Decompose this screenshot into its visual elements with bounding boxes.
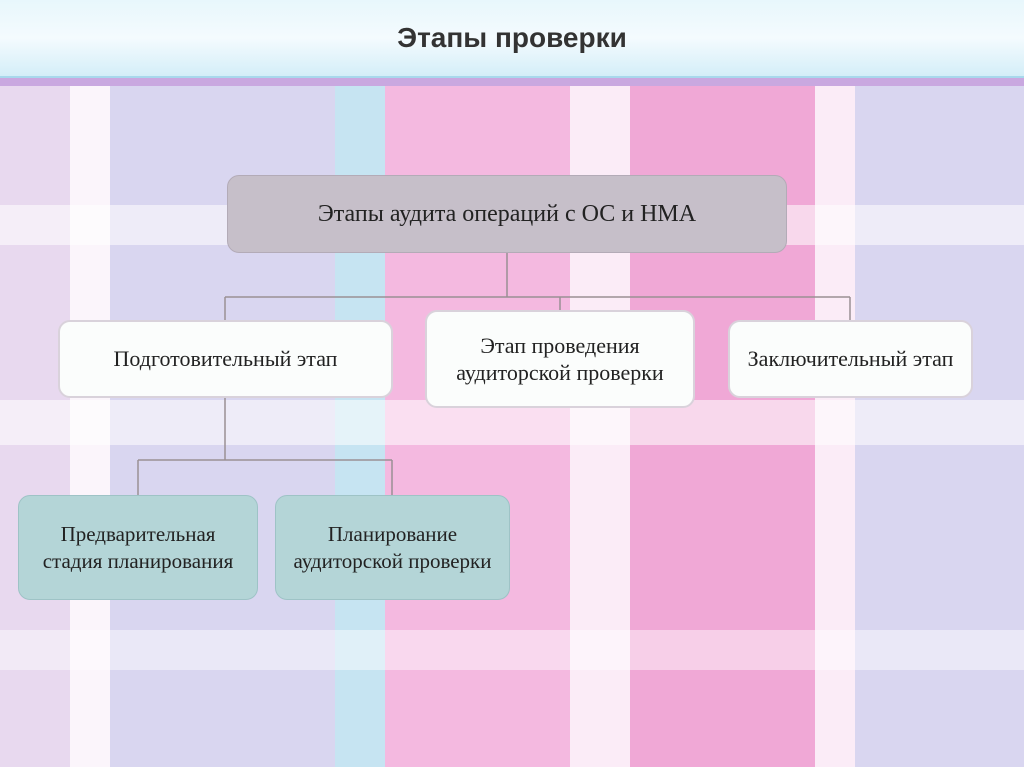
slide-canvas: Этапы проверки Этапы аудита операций с О… — [0, 0, 1024, 767]
node-stage1: Подготовительный этап — [58, 320, 393, 398]
node-sub1-label: Предварительная стадия планирования — [33, 521, 243, 574]
node-sub2: Планирование аудиторской проверки — [275, 495, 510, 600]
node-root-label: Этапы аудита операций с ОС и НМА — [318, 199, 696, 229]
node-sub2-label: Планирование аудиторской проверки — [290, 521, 495, 574]
node-stage3-label: Заключительный этап — [748, 345, 954, 373]
node-stage2-label: Этап проведения аудиторской проверки — [441, 332, 679, 387]
node-stage2: Этап проведения аудиторской проверки — [425, 310, 695, 408]
node-stage1-label: Подготовительный этап — [114, 345, 338, 373]
node-sub1: Предварительная стадия планирования — [18, 495, 258, 600]
node-root: Этапы аудита операций с ОС и НМА — [227, 175, 787, 253]
node-stage3: Заключительный этап — [728, 320, 973, 398]
